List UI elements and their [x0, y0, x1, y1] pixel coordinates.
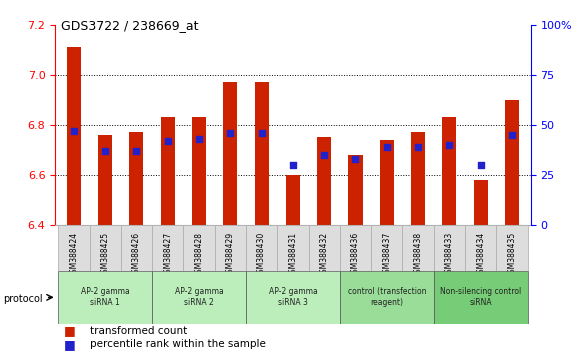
- Bar: [286, 175, 300, 225]
- Text: GSM388427: GSM388427: [163, 232, 172, 278]
- Bar: [67, 47, 81, 225]
- Bar: [411, 132, 425, 225]
- Text: GSM388434: GSM388434: [476, 232, 485, 278]
- Bar: [505, 100, 519, 225]
- Text: GSM388432: GSM388432: [320, 232, 329, 278]
- Bar: [309, 225, 340, 271]
- Point: [194, 136, 204, 142]
- Bar: [183, 225, 215, 271]
- Bar: [277, 225, 309, 271]
- Text: control (transfection
reagent): control (transfection reagent): [347, 287, 426, 307]
- Text: GSM388425: GSM388425: [101, 232, 110, 278]
- Text: GSM388436: GSM388436: [351, 232, 360, 278]
- Text: percentile rank within the sample: percentile rank within the sample: [90, 339, 266, 349]
- Text: transformed count: transformed count: [90, 326, 187, 336]
- Text: GSM388426: GSM388426: [132, 232, 141, 278]
- Bar: [98, 135, 112, 225]
- Point: [351, 156, 360, 162]
- Point: [508, 132, 517, 138]
- Point: [320, 152, 329, 158]
- Text: Non-silencing control
siRNA: Non-silencing control siRNA: [440, 287, 521, 307]
- Bar: [215, 225, 246, 271]
- Bar: [340, 271, 434, 324]
- Point: [476, 162, 485, 168]
- Bar: [317, 137, 331, 225]
- Bar: [223, 82, 237, 225]
- Point: [132, 148, 141, 154]
- Bar: [246, 225, 277, 271]
- Point: [445, 142, 454, 148]
- Bar: [255, 82, 269, 225]
- Text: GSM388430: GSM388430: [257, 232, 266, 278]
- Text: GSM388435: GSM388435: [508, 232, 516, 278]
- Bar: [129, 132, 143, 225]
- Text: GSM388437: GSM388437: [382, 232, 392, 278]
- Text: ■: ■: [64, 325, 75, 337]
- Point: [414, 144, 423, 150]
- Text: GSM388429: GSM388429: [226, 232, 235, 278]
- Bar: [192, 117, 206, 225]
- Text: GSM388428: GSM388428: [194, 232, 204, 278]
- Bar: [443, 117, 456, 225]
- Text: GSM388438: GSM388438: [414, 232, 423, 278]
- Text: GSM388424: GSM388424: [70, 232, 78, 278]
- Bar: [465, 225, 496, 271]
- Point: [163, 138, 172, 144]
- Text: ■: ■: [64, 338, 75, 351]
- Point: [257, 130, 266, 136]
- Bar: [496, 225, 528, 271]
- Bar: [349, 155, 362, 225]
- Bar: [474, 180, 488, 225]
- Bar: [152, 225, 183, 271]
- Point: [100, 148, 110, 154]
- Bar: [161, 117, 175, 225]
- Text: AP-2 gamma
siRNA 2: AP-2 gamma siRNA 2: [175, 287, 223, 307]
- Bar: [58, 225, 89, 271]
- Text: AP-2 gamma
siRNA 1: AP-2 gamma siRNA 1: [81, 287, 129, 307]
- Bar: [434, 271, 528, 324]
- Bar: [121, 225, 152, 271]
- Text: AP-2 gamma
siRNA 3: AP-2 gamma siRNA 3: [269, 287, 317, 307]
- Bar: [89, 225, 121, 271]
- Bar: [434, 225, 465, 271]
- Text: GSM388433: GSM388433: [445, 232, 454, 278]
- Point: [288, 162, 298, 168]
- Point: [226, 130, 235, 136]
- Bar: [403, 225, 434, 271]
- Text: GDS3722 / 238669_at: GDS3722 / 238669_at: [61, 19, 198, 33]
- Bar: [246, 271, 340, 324]
- Bar: [340, 225, 371, 271]
- Point: [382, 144, 392, 150]
- Point: [69, 128, 78, 133]
- Text: protocol: protocol: [3, 294, 42, 304]
- Bar: [371, 225, 403, 271]
- Text: GSM388431: GSM388431: [288, 232, 298, 278]
- Bar: [380, 140, 394, 225]
- Bar: [58, 271, 152, 324]
- Bar: [152, 271, 246, 324]
